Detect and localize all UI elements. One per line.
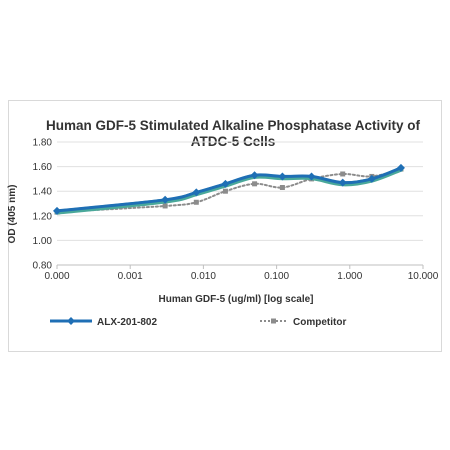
data-point-competitor	[222, 188, 228, 194]
x-tick-label: 0.001	[118, 271, 143, 282]
data-point-alx-201-802	[338, 178, 347, 187]
y-tick-label: 1.80	[33, 138, 53, 149]
data-point-competitor	[193, 199, 199, 205]
x-tick-label: 10.000	[408, 271, 439, 282]
data-point-competitor	[162, 203, 168, 209]
y-tick-label: 1.40	[33, 187, 53, 198]
legend-marker-alx-201-802	[67, 317, 75, 325]
y-tick-label: 0.80	[33, 261, 53, 272]
data-point-alx-201-802	[250, 171, 259, 180]
x-axis-label: Human GDF-5 (ug/ml) [log scale]	[158, 294, 313, 305]
series-line-competitor	[56, 168, 402, 214]
data-point-alx-201-802	[367, 174, 376, 183]
data-point-alx-201-802	[307, 172, 316, 181]
y-tick-label: 1.60	[33, 162, 53, 173]
x-tick-label: 0.000	[44, 271, 69, 282]
data-point-alx-201-802	[396, 163, 405, 172]
x-tick-label: 0.100	[264, 271, 289, 282]
data-point-alx-201-802	[53, 206, 61, 215]
data-point-competitor	[252, 181, 258, 187]
y-tick-label: 1.00	[33, 236, 53, 247]
x-tick-label: 1.000	[337, 271, 362, 282]
data-point-alx-201-802	[192, 188, 201, 197]
legend-marker-competitor	[271, 318, 276, 324]
chart-title-line-1: Human GDF-5 Stimulated Alkaline Phosphat…	[46, 118, 421, 133]
data-point-alx-201-802	[278, 172, 287, 181]
legend-label-alx-201-802: ALX-201-802	[97, 317, 157, 328]
data-point-alx-201-802	[161, 195, 170, 204]
y-axis-label: OD (405 nm)	[7, 185, 18, 244]
data-point-competitor	[340, 171, 346, 177]
data-point-competitor	[279, 185, 285, 191]
series-line-alx-201-802	[55, 166, 403, 213]
y-tick-label: 1.20	[33, 211, 53, 222]
x-tick-label: 0.010	[191, 271, 216, 282]
data-point-alx-201-802	[221, 179, 230, 188]
legend-label-competitor: Competitor	[293, 317, 346, 328]
chart-frame	[8, 100, 442, 352]
